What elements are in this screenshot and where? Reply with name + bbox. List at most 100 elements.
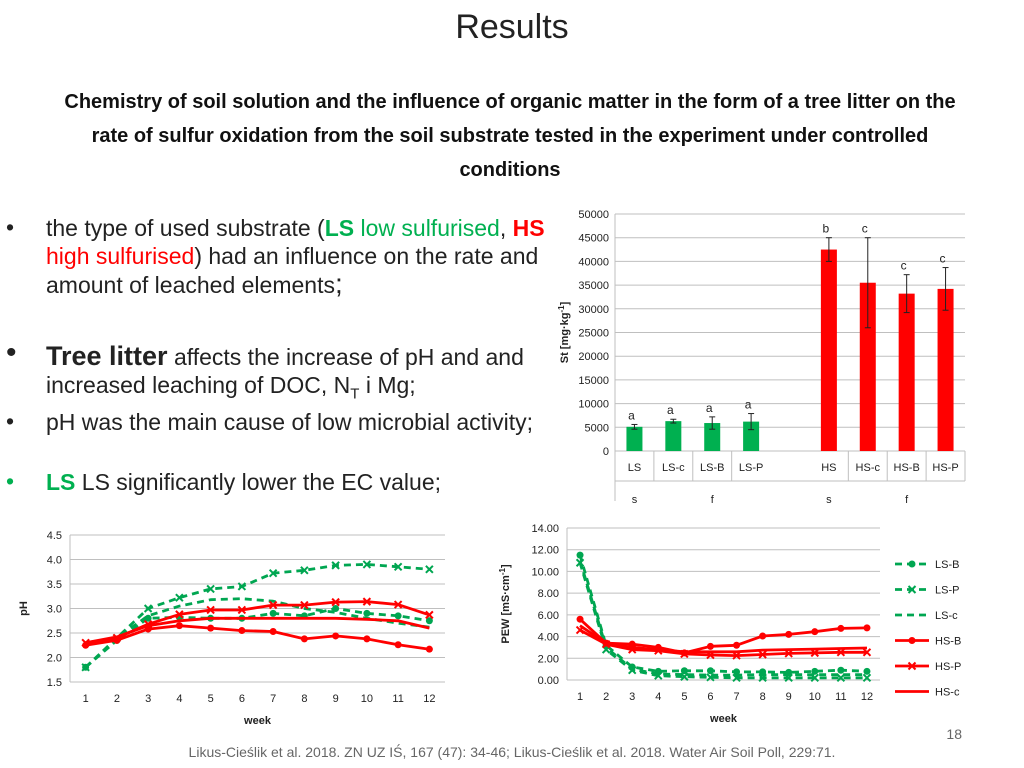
significance-letter: a [628,408,635,422]
bar [937,288,954,451]
x-tick-label: HS-B [894,462,920,474]
group-label: f [711,494,715,506]
bar [898,293,915,451]
data-point [784,673,793,683]
x-tick-label: 12 [861,691,873,703]
x-tick-label: 2 [603,691,609,703]
data-point [300,600,309,610]
line-chart-ph: 1.52.02.53.03.54.04.51 2 3 4 5 6 7 8 9 10 11 12week… [18,530,445,727]
data-point [836,648,846,657]
y-tick-label: 10.00 [531,566,559,578]
x-tick-label: 5 [208,693,214,705]
x-tick-label: 9 [333,693,339,705]
x-tick-label: 4 [655,691,661,703]
data-point [837,666,845,674]
data-point [862,648,872,657]
data-point [863,667,871,675]
x-tick-label: 4 [176,693,182,705]
data-point [363,635,371,643]
data-point [907,661,917,671]
data-point [332,632,340,640]
series-line-ls-c [578,560,867,677]
data-point [362,560,372,569]
data-point [785,630,793,638]
series-line-hs-b [579,618,868,655]
data-point [362,597,372,606]
data-point [862,673,872,683]
data-point [331,561,340,570]
y-tick-label: 12.00 [531,545,559,557]
data-point [363,609,371,617]
significance-letter: c [940,252,946,266]
data-point [394,641,402,649]
data-point [175,610,184,619]
y-tick-label: 2.0 [47,653,62,665]
data-point [733,641,741,649]
y-tick-label: 20000 [578,351,609,363]
series-line-ls-p [84,563,430,669]
data-point [237,582,247,591]
data-point [332,605,340,612]
data-point [394,612,402,620]
y-tick-label: 2.00 [538,653,559,665]
x-tick-label: LS-P [739,462,763,474]
data-point [425,610,434,620]
y-tick-label: 4.00 [538,632,559,644]
x-tick-label: 7 [270,693,276,705]
significance-letter: a [706,401,713,415]
y-tick-label: 4.0 [47,555,62,567]
bar [743,421,760,451]
data-point [268,569,278,578]
y-tick-label: 45000 [578,233,609,245]
x-tick-label: 6 [707,691,713,703]
x-tick-label: 11 [835,691,846,703]
significance-letter: a [667,403,674,417]
y-tick-label: 10000 [578,399,609,411]
y-axis-label: St [mg·kg-1] [557,301,571,363]
x-tick-label: 5 [681,691,687,703]
y-axis-label: pH [18,601,30,616]
y-tick-label: 35000 [578,280,609,292]
significance-letter: a [745,398,752,412]
data-point [300,635,308,643]
series-line-hs-c [579,624,868,654]
data-point [425,645,433,653]
bar [820,249,837,451]
series-line-hs-p [85,600,430,645]
data-point [706,642,714,650]
y-tick-label: 50000 [578,209,609,221]
data-point [175,593,184,602]
series-line-ls-c [84,597,430,669]
data-point [706,667,714,675]
y-tick-label: 3.0 [47,604,62,616]
bar [859,282,876,451]
data-point [300,566,309,575]
group-label: f [905,494,909,506]
bullet-dot: • [6,468,15,494]
data-point [393,562,403,572]
data-point [143,604,153,613]
x-tick-label: 2 [114,693,120,705]
data-point [175,622,183,630]
y-tick-label: 6.00 [538,610,559,622]
data-point [758,650,767,659]
data-point [393,600,403,609]
x-tick-label: 12 [423,693,435,705]
data-point [654,671,663,680]
y-tick-label: 30000 [578,304,609,316]
x-tick-label: LS [628,462,641,474]
x-tick-label: 8 [301,693,307,705]
data-point [207,624,215,632]
data-point [206,584,215,594]
series-line-ls-b [578,554,868,674]
x-tick-label: HS [821,462,836,474]
y-tick-label: 8.00 [538,588,559,600]
x-axis-label: week [243,715,272,727]
x-axis-label: week [709,713,738,725]
data-point [425,565,434,574]
x-tick-label: 1 [577,691,583,703]
data-point [237,605,247,615]
data-point [206,605,215,615]
group-label: s [632,494,638,506]
series-line-ls-b [84,607,430,669]
